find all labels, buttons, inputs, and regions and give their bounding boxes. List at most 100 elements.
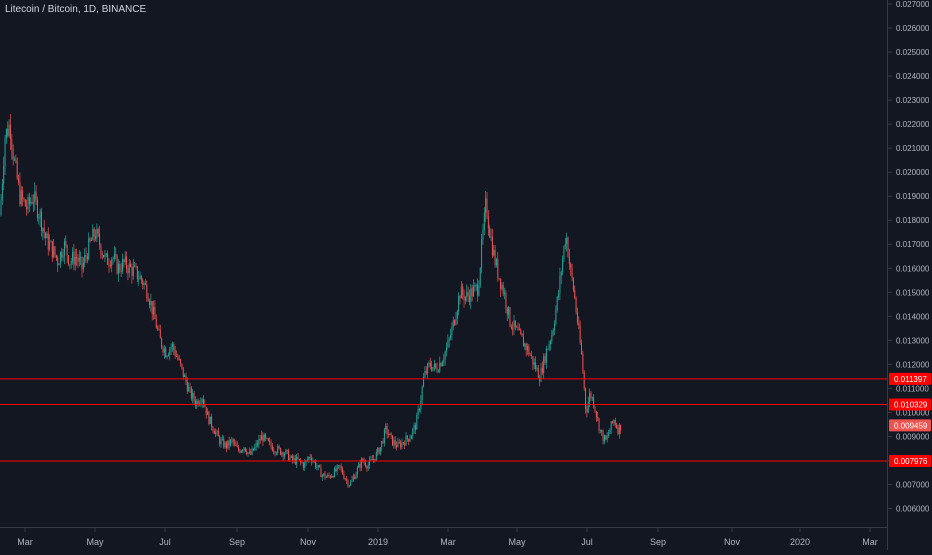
last-price-label: 0.009459 [894, 421, 928, 430]
candle [166, 354, 168, 360]
candle [144, 279, 146, 286]
candle [36, 196, 38, 222]
candle [504, 287, 506, 300]
y-tick-label: 0.020000 [896, 168, 930, 177]
candle [252, 448, 254, 451]
candle [173, 342, 175, 356]
candle [47, 227, 49, 256]
candle [605, 434, 607, 441]
candle [12, 144, 14, 166]
candle [105, 252, 107, 258]
candle [397, 437, 399, 448]
candle [423, 372, 425, 388]
candle [535, 356, 537, 372]
horizontal-levels-layer[interactable] [0, 378, 888, 462]
candle [516, 325, 518, 328]
y-tick-label: 0.019000 [896, 192, 930, 201]
candle [494, 245, 496, 268]
candle [428, 360, 430, 368]
x-tick-label: Jul [581, 537, 593, 547]
candle [257, 440, 258, 448]
candle [149, 298, 150, 309]
candle [338, 464, 339, 469]
candle [425, 366, 427, 376]
candle [441, 360, 443, 367]
candle [547, 348, 549, 350]
candle [362, 457, 364, 463]
x-tick-label: Nov [300, 537, 317, 547]
candle [246, 448, 248, 456]
candle [471, 284, 473, 302]
candle [346, 475, 348, 484]
candle [412, 427, 414, 440]
candle [477, 278, 479, 302]
candle [220, 436, 222, 448]
candle [146, 280, 148, 302]
time-axis[interactable]: Mar May Jul Sep Nov 2019 Mar May Jul Sep Nov 2020 Ma… [17, 528, 878, 547]
candle [328, 472, 330, 479]
candle [85, 247, 87, 263]
candle [474, 282, 476, 292]
candle [126, 251, 128, 274]
candle [574, 285, 576, 300]
candle [180, 358, 182, 367]
level-price-badge [889, 372, 931, 385]
candle [190, 386, 192, 401]
price-axis[interactable]: 0.0060000.0070000.0080000.0090000.010000… [888, 0, 930, 514]
candle [275, 451, 277, 456]
candle [568, 248, 570, 270]
candle [581, 339, 582, 355]
candle [277, 443, 279, 456]
candle [171, 341, 173, 352]
candle [123, 258, 125, 269]
y-tick-label: 0.015000 [896, 288, 930, 297]
candle [601, 429, 603, 436]
candle [392, 435, 393, 447]
candle [117, 259, 119, 282]
candle [135, 262, 137, 269]
candle [333, 466, 335, 478]
candle [497, 252, 499, 282]
level-price-label: 0.007976 [894, 457, 928, 466]
candle [242, 448, 244, 453]
candle [232, 438, 234, 447]
candle [279, 447, 281, 456]
candle [92, 224, 94, 241]
candle [240, 449, 242, 454]
candle [482, 223, 484, 246]
candle [278, 444, 280, 450]
candle [290, 455, 292, 459]
candle [211, 413, 213, 431]
candle [154, 300, 156, 320]
candle [339, 465, 341, 470]
candle [383, 427, 385, 447]
candle [23, 197, 25, 203]
candle [324, 471, 326, 480]
candle [53, 238, 55, 259]
candle [197, 398, 199, 408]
candle [599, 429, 601, 434]
candle [595, 410, 597, 422]
candle [198, 400, 200, 407]
candle [319, 464, 321, 468]
candle [72, 247, 74, 265]
candle [0, 194, 2, 217]
candle [267, 437, 269, 442]
candle [34, 182, 36, 211]
y-tick-label: 0.018000 [896, 216, 930, 225]
candle [401, 438, 403, 450]
candle [73, 244, 75, 271]
candle [409, 434, 411, 443]
candle [189, 382, 191, 394]
candle [250, 448, 252, 456]
candle [234, 438, 236, 447]
candle [16, 157, 18, 180]
x-tick-label: Nov [724, 537, 741, 547]
candle [446, 342, 447, 357]
candle [512, 321, 514, 336]
candle [485, 191, 487, 223]
candle [435, 363, 437, 370]
candle [421, 385, 423, 405]
